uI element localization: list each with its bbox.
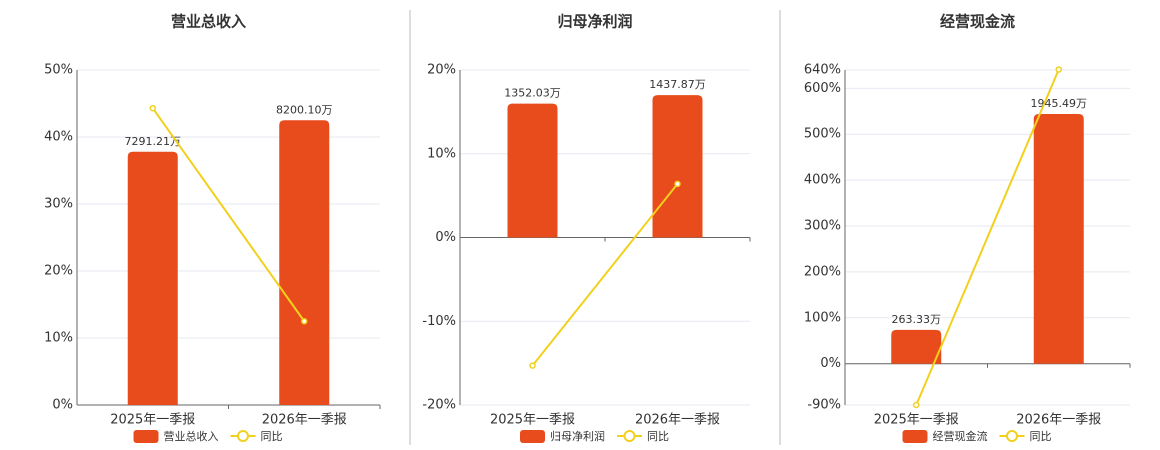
legend-label: 归母净利润 (550, 429, 605, 443)
line-point (529, 362, 536, 369)
y-tick-label: 50% (44, 63, 73, 78)
y-tick-label: 20% (44, 264, 73, 279)
line-point (1055, 66, 1062, 73)
chart-title: 经营现金流 (940, 13, 1015, 31)
x-tick-label: 2026年一季报 (262, 413, 347, 428)
y-tick-label: 100% (804, 310, 841, 325)
chart-title: 归母净利润 (557, 13, 632, 31)
y-tick-label: 10% (44, 331, 73, 346)
legend-swatch (1006, 430, 1018, 442)
bar (127, 151, 178, 405)
legend-label: 同比 (261, 430, 283, 443)
legend-label: 同比 (1030, 430, 1052, 443)
y-tick-label: -90% (807, 398, 841, 413)
y-tick-label: 0% (435, 230, 456, 245)
legend-swatch (623, 430, 636, 442)
bar-value-label: 1352.03万 (504, 87, 561, 100)
legend-swatch (133, 430, 159, 443)
legend-label: 同比 (647, 430, 669, 443)
line (915, 69, 1060, 406)
line-point (301, 318, 308, 325)
chart-title: 营业总收入 (171, 13, 246, 31)
y-tick-label: 30% (44, 197, 73, 212)
y-tick-label: 10% (427, 146, 456, 161)
bar-value-label: 7291.21万 (125, 135, 182, 148)
line (531, 183, 679, 367)
x-tick-label: 2026年一季报 (635, 413, 720, 428)
bar-value-label: 1437.87万 (649, 78, 706, 91)
line-point (913, 401, 920, 409)
legend-swatch (237, 430, 249, 442)
bar-value-label: 263.33万 (892, 313, 942, 326)
y-tick-label: 0% (52, 398, 73, 413)
x-tick-label: 2025年一季报 (490, 413, 575, 428)
bar-value-label: 8200.10万 (276, 103, 333, 116)
x-tick-label: 2025年一季报 (110, 413, 195, 428)
y-tick-label: 600% (804, 81, 841, 96)
y-tick-label: -10% (422, 314, 456, 329)
legend-label: 经营现金流 (933, 429, 988, 443)
legend-label: 营业总收入 (164, 429, 219, 443)
y-tick-label: -20% (422, 398, 456, 413)
x-tick-label: 2025年一季报 (874, 413, 959, 428)
legend-swatch (520, 430, 545, 443)
x-tick-label: 2026年一季报 (1016, 413, 1101, 428)
bar (1033, 114, 1084, 364)
line-point (674, 180, 681, 188)
y-tick-label: 20% (427, 63, 456, 78)
line-point (149, 104, 156, 112)
bar (507, 103, 558, 238)
y-tick-label: 400% (804, 173, 841, 188)
line (151, 107, 306, 322)
y-tick-label: 300% (804, 219, 841, 234)
bar (891, 329, 942, 364)
y-tick-label: 0% (820, 356, 841, 371)
y-tick-label: 200% (804, 264, 841, 279)
y-tick-label: 500% (804, 127, 841, 142)
bar (652, 95, 703, 238)
legend-swatch (902, 430, 928, 443)
bar-value-label: 1945.49万 (1031, 97, 1088, 110)
bar (279, 120, 330, 405)
y-tick-label: 40% (44, 130, 73, 145)
y-tick-label: 640% (804, 63, 841, 78)
